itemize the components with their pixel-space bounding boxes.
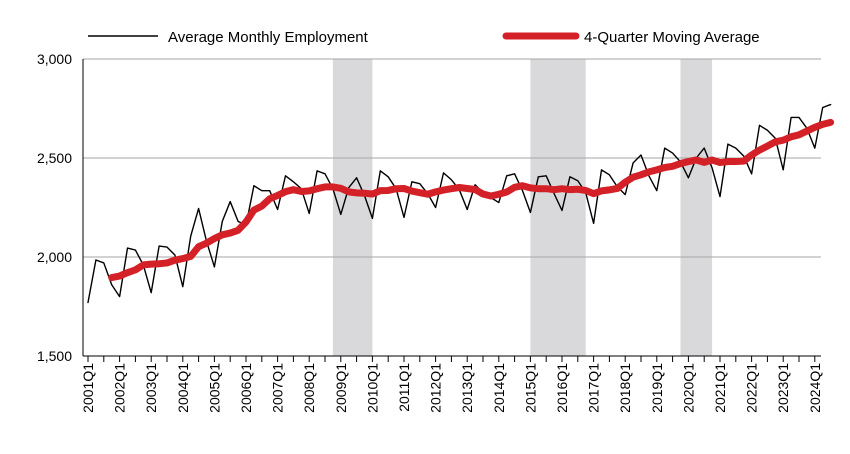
recession-shading-layer [332, 59, 713, 356]
x-tick-label: 2003Q1 [143, 363, 159, 413]
legend-label-moving-average: 4-Quarter Moving Average [584, 29, 760, 46]
y-tick-label: 2,000 [37, 249, 72, 265]
x-tick-label: 2006Q1 [238, 363, 254, 413]
x-tick-label: 2010Q1 [364, 363, 380, 413]
y-tick-label: 3,000 [37, 51, 72, 67]
x-tick-label: 2019Q1 [649, 363, 665, 413]
x-tick-label: 2011Q1 [396, 363, 412, 412]
y-tick-label: 1,500 [37, 348, 72, 364]
x-tick-label: 2002Q1 [112, 363, 128, 413]
series-line-average-monthly-employment [87, 103, 832, 304]
x-tick-label: 2008Q1 [301, 363, 317, 413]
x-tick-label: 2017Q1 [586, 363, 602, 413]
x-tick-label: 2016Q1 [554, 363, 570, 413]
x-tick-label: 2012Q1 [428, 363, 444, 413]
x-tick-label: 2005Q1 [206, 363, 222, 413]
x-tick-label: 2004Q1 [175, 363, 191, 413]
x-tick-label: 2024Q1 [807, 363, 823, 413]
x-tick-label: 2023Q1 [775, 363, 791, 413]
x-tick-label: 2021Q1 [712, 363, 728, 413]
y-tick-label: 2,500 [37, 150, 72, 166]
legend-label-average-monthly-employment: Average Monthly Employment [168, 29, 369, 46]
x-tick-label: 2022Q1 [744, 363, 760, 413]
x-tick-label: 2001Q1 [80, 363, 96, 413]
x-tick-label: 2020Q1 [680, 363, 696, 413]
x-tick-label: 2015Q1 [522, 363, 538, 413]
recession-shade-band [332, 59, 373, 356]
legend: Average Monthly Employment 4-Quarter Mov… [88, 29, 760, 46]
axes: 1,500 2,000 2,500 3,000 2001Q1 2002Q1 2003Q1 20… [37, 51, 823, 413]
x-tick-label: 2009Q1 [333, 363, 349, 413]
x-tick-label: 2018Q1 [617, 363, 633, 413]
x-tick-label: 2007Q1 [270, 363, 286, 413]
x-tick-label: 2014Q1 [491, 363, 507, 413]
x-tick-label: 2013Q1 [459, 363, 475, 413]
recession-shade-band [680, 59, 713, 356]
series-line-moving-average [108, 118, 835, 282]
series-layer [87, 103, 835, 304]
recession-shade-band [530, 59, 586, 356]
